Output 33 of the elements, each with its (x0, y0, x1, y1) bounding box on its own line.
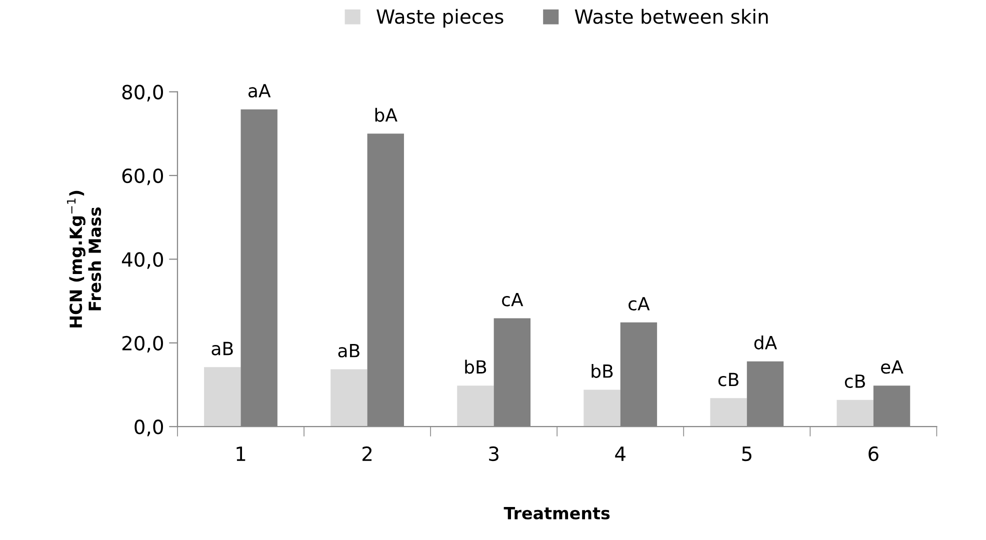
x-tick-label: 1 (236, 446, 246, 461)
annotation: cA (502, 292, 524, 306)
x-tick-label: 4 (615, 446, 626, 461)
bar (836, 400, 874, 427)
bar (330, 369, 368, 427)
x-tick-label: 6 (868, 446, 878, 462)
x-tick-label: 2 (362, 446, 372, 461)
x-tick-label: 3 (489, 446, 498, 462)
x-tick-label: 5 (742, 446, 752, 462)
annotation: cB (844, 374, 865, 388)
y-tick-label: 80,0 (122, 84, 163, 102)
annotation: bB (465, 360, 486, 374)
bar (204, 367, 241, 427)
y-axis-title: HCN (mg.Kg$^{−1}$) Fresh Mass (66, 190, 102, 328)
annotation: aB (338, 344, 360, 358)
bar (584, 390, 620, 427)
annotation: cA (628, 297, 650, 311)
annotation: cB (718, 372, 738, 386)
annotation: dA (754, 336, 777, 350)
bar (457, 386, 494, 427)
y-tick-label: 40,0 (122, 252, 163, 269)
bar (710, 398, 747, 427)
annotation: eA (881, 360, 904, 374)
x-axis-title: Treatments (504, 507, 610, 520)
annotation: bB (592, 364, 613, 378)
annotation: bA (375, 108, 398, 122)
legend-label: Waste between skin (574, 8, 768, 24)
annotation: aA (248, 84, 271, 98)
legend-label: Waste pieces (376, 8, 504, 28)
y-tick-label: 20,0 (122, 336, 163, 353)
annotation: aB (212, 342, 233, 356)
y-tick-label: 0,0 (134, 420, 163, 436)
y-tick-label: 60,0 (122, 168, 163, 186)
